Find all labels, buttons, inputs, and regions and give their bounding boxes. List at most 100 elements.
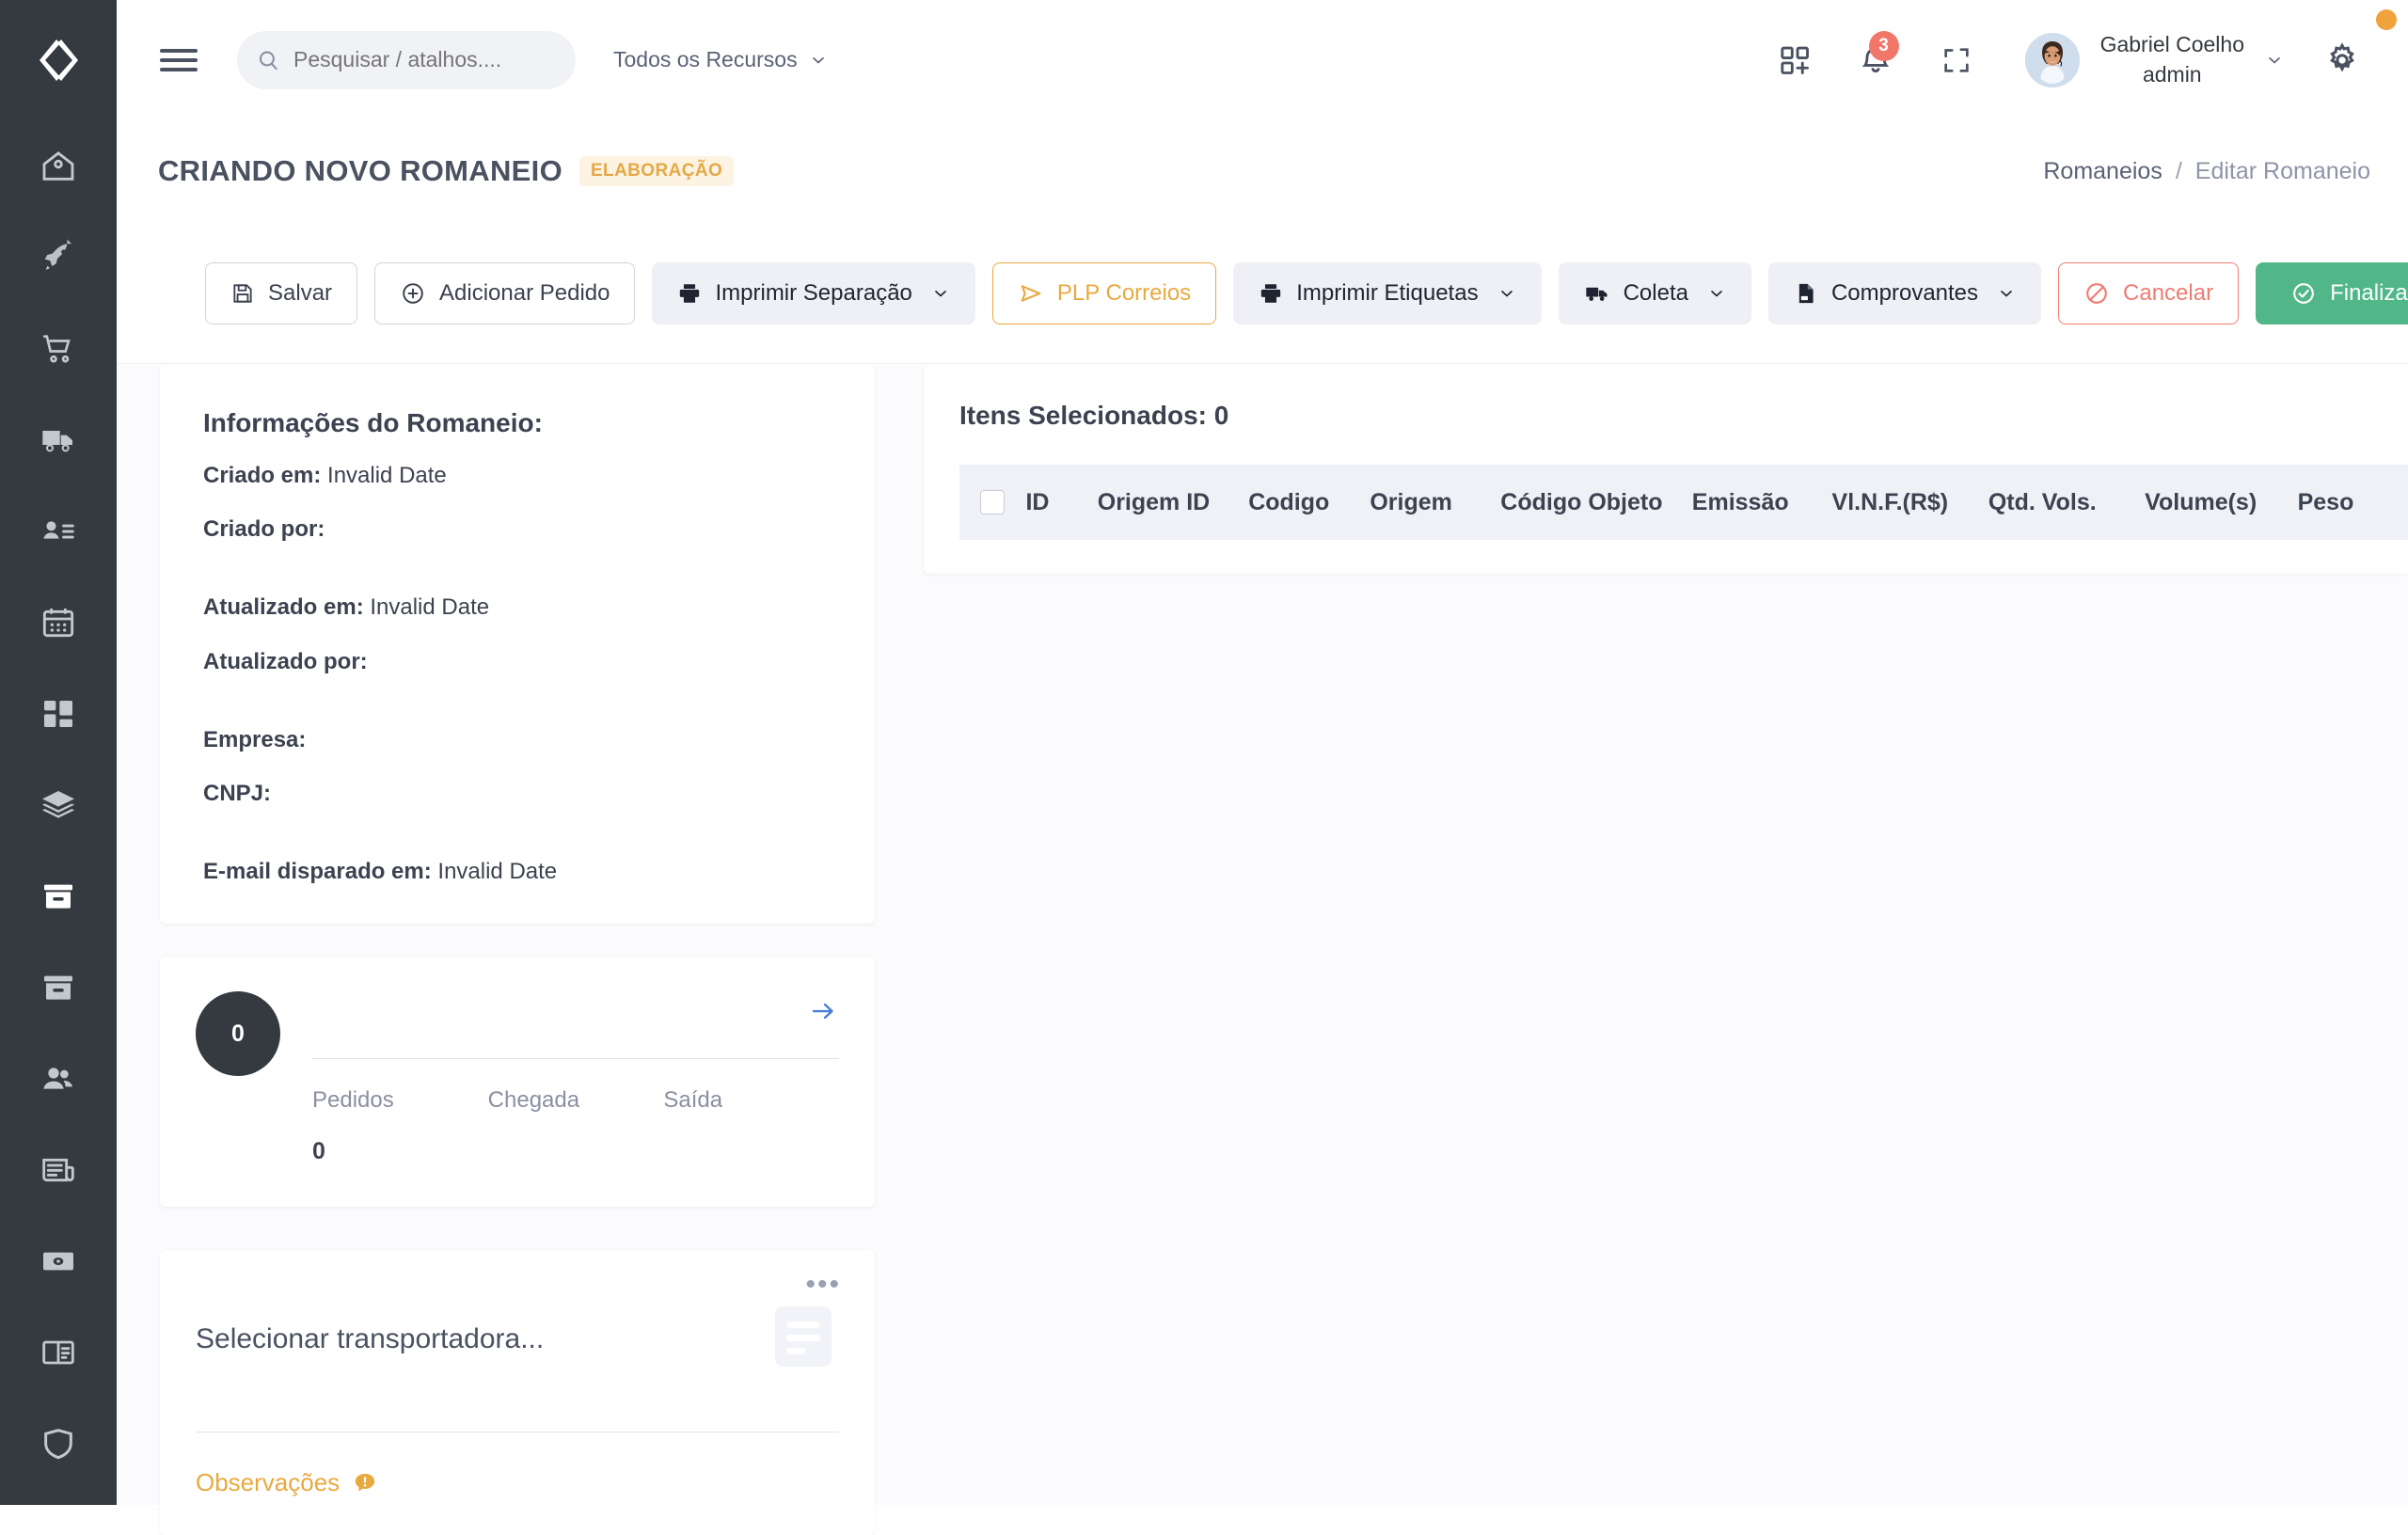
chevron-down-icon: [2001, 290, 2012, 297]
breadcrumb-parent[interactable]: Romaneios: [2043, 157, 2162, 184]
receipts-button[interactable]: Comprovantes: [1767, 261, 2042, 324]
resources-dropdown[interactable]: Todos os Recursos: [613, 47, 828, 72]
contact-card-icon: [43, 520, 74, 539]
sidebar-item-calendar[interactable]: [0, 577, 117, 668]
column-header-origem[interactable]: Origem: [1370, 488, 1452, 515]
hamburger-icon[interactable]: [160, 41, 198, 79]
print-labels-button[interactable]: Imprimir Etiquetas: [1233, 261, 1542, 324]
page-header: CRIANDO NOVO ROMANEIO ELABORAÇÃO Romanei…: [117, 119, 2408, 223]
book-open-icon: [42, 1340, 74, 1364]
notifications-button[interactable]: 3: [1835, 27, 1916, 93]
sidebar-item-reports[interactable]: [0, 1124, 117, 1215]
column-header-origem-id[interactable]: Origem ID: [1097, 488, 1211, 515]
info-label: Empresa:: [203, 726, 307, 752]
plus-circle-icon: [403, 282, 423, 304]
sidebar-item-home[interactable]: [0, 120, 117, 212]
selected-items-panel: Itens Selecionados: 0 ID Origem ID Codig…: [924, 365, 2408, 574]
ellipsis-icon[interactable]: •••: [805, 1269, 841, 1301]
save-button[interactable]: Salvar: [205, 261, 358, 324]
receipts-button-label: Comprovantes: [1830, 279, 1979, 306]
stats-divider-area: [312, 991, 839, 1076]
user-role: admin: [2142, 61, 2202, 87]
sidebar-item-users[interactable]: [0, 1033, 117, 1124]
sidebar-item-archive-active[interactable]: [0, 850, 117, 942]
save-button-label: Salvar: [268, 279, 333, 306]
sidebar-item-catalog[interactable]: [0, 1306, 117, 1398]
add-order-button[interactable]: Adicionar Pedido: [374, 261, 636, 324]
calendar-icon: [42, 608, 74, 637]
info-row-email-disparado: E-mail disparado em: Invalid Date: [203, 857, 832, 886]
column-header-id[interactable]: ID: [1025, 488, 1050, 515]
money-icon: [43, 1252, 73, 1270]
chevron-down-icon: [935, 290, 946, 297]
home-icon: [42, 150, 74, 181]
collection-button-label: Coleta: [1623, 279, 1688, 306]
fullscreen-button[interactable]: [1916, 27, 1997, 93]
column-header-codigo-objeto[interactable]: Código Objeto: [1500, 488, 1663, 515]
info-row-atualizado-por: Atualizado por:: [203, 647, 832, 676]
sidebar-item-financial[interactable]: [0, 1215, 117, 1306]
stat-label: Pedidos: [312, 1087, 394, 1114]
column-header-vl-nf[interactable]: Vl.N.F.(R$): [1831, 488, 1949, 515]
user-menu[interactable]: Gabriel Coelho admin: [2014, 30, 2284, 88]
fullscreen-icon: [1943, 47, 1969, 72]
add-widget-button[interactable]: [1754, 27, 1835, 93]
column-header-codigo[interactable]: Codigo: [1248, 488, 1330, 515]
info-value: Invalid Date: [327, 463, 447, 488]
archive-box-icon: [44, 975, 72, 1000]
stat-label: Saída: [663, 1087, 723, 1114]
column-header-emissao[interactable]: Emissão: [1691, 488, 1789, 515]
stat-saida: Saída: [663, 1087, 839, 1165]
gear-icon: [2330, 41, 2354, 71]
arrow-right-icon[interactable]: [809, 997, 837, 1033]
sidebar-item-shipping[interactable]: [0, 394, 117, 485]
settings-button[interactable]: [2305, 27, 2380, 93]
print-separation-button[interactable]: Imprimir Separação: [652, 261, 975, 324]
breadcrumb: Romaneios / Editar Romaneio: [2043, 158, 2370, 185]
breadcrumb-separator: /: [2175, 157, 2182, 184]
romaneio-info-card: Informações do Romaneio: Criado em: Inva…: [160, 365, 875, 925]
observations-toggle[interactable]: Observações: [196, 1468, 839, 1497]
sidebar-item-orders[interactable]: [0, 303, 117, 394]
diamond-logo-icon: [40, 40, 78, 81]
stats-columns: Pedidos 0 Chegada Saída: [312, 1087, 839, 1165]
shopping-cart-icon: [43, 334, 71, 362]
orders-count-badge: 0: [196, 991, 280, 1077]
column-header-qtd-vols[interactable]: Qtd. Vols.: [1988, 488, 2097, 515]
page-title: CRIANDO NOVO ROMANEIO: [158, 154, 562, 187]
breadcrumb-current: Editar Romaneio: [2194, 157, 2370, 184]
plp-correios-button-label: PLP Correios: [1056, 279, 1192, 306]
chevron-down-icon: [2269, 56, 2280, 64]
printer-icon: [1261, 283, 1281, 303]
select-all-checkbox[interactable]: [980, 490, 1006, 514]
resources-dropdown-label: Todos os Recursos: [613, 47, 798, 71]
column-header-volumes[interactable]: Volume(s): [2145, 488, 2258, 515]
finalize-button[interactable]: Finalizar: [2256, 261, 2408, 324]
sidebar-item-security[interactable]: [0, 1398, 117, 1489]
rail-items: [0, 120, 117, 1489]
select-all-cell[interactable]: [959, 490, 1025, 514]
printer-icon: [680, 283, 700, 303]
ban-icon: [2086, 282, 2107, 304]
add-widget-icon: [1780, 46, 1809, 74]
info-label: Criado em:: [203, 463, 322, 488]
info-label: Criado por:: [203, 516, 325, 543]
sidebar-item-archive[interactable]: [0, 942, 117, 1033]
column-header-peso[interactable]: Peso: [2297, 488, 2354, 515]
collection-button[interactable]: Coleta: [1558, 261, 1751, 324]
plp-correios-button[interactable]: PLP Correios: [991, 261, 1217, 324]
search-input[interactable]: [293, 47, 547, 72]
cancel-button[interactable]: Cancelar: [2058, 261, 2240, 324]
sidebar-item-contacts[interactable]: [0, 485, 117, 577]
sidebar-item-layers[interactable]: [0, 759, 117, 850]
info-card-title: Informações do Romaneio:: [203, 408, 543, 437]
stat-label: Chegada: [487, 1087, 580, 1114]
items-selected-heading: Itens Selecionados: 0: [959, 401, 1229, 430]
chevron-down-icon: [812, 56, 824, 64]
sidebar-item-rocket[interactable]: [0, 212, 117, 303]
carrier-select[interactable]: Selecionar transportadora...: [196, 1322, 545, 1354]
global-search[interactable]: [237, 30, 576, 89]
app-logo[interactable]: [0, 0, 117, 120]
truck-icon: [42, 430, 72, 451]
sidebar-item-dashboard[interactable]: [0, 668, 117, 759]
